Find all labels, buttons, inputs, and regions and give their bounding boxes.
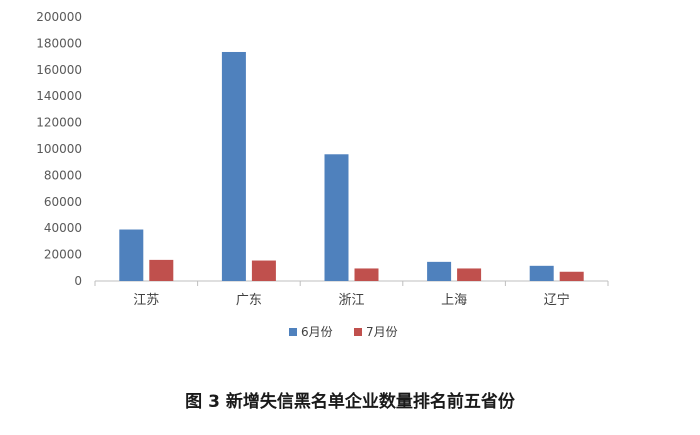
- legend-swatch: [354, 328, 362, 336]
- legend-label: 6月份: [301, 325, 333, 339]
- x-tick-label: 辽宁: [544, 292, 570, 308]
- y-tick-label: 40000: [44, 221, 82, 235]
- y-tick-label: 0: [74, 274, 82, 288]
- bar-2: [354, 268, 379, 281]
- bar-1: [119, 229, 144, 281]
- legend-label: 7月份: [366, 325, 398, 339]
- y-tick-label: 60000: [44, 195, 82, 209]
- bar-2: [149, 259, 174, 281]
- x-tick-label: 江苏: [133, 292, 159, 308]
- bar-1: [427, 261, 452, 281]
- bar-2: [457, 268, 482, 281]
- bar-1: [529, 265, 554, 281]
- x-tick-label: 浙江: [338, 293, 364, 308]
- x-tick-label: 上海: [441, 293, 467, 308]
- y-tick-label: 180000: [36, 36, 82, 50]
- y-tick-label: 140000: [36, 89, 82, 103]
- y-tick-label: 200000: [36, 10, 82, 24]
- bar-1: [221, 51, 246, 282]
- chart-caption: 图 3 新增失信黑名单企业数量排名前五省份: [185, 392, 515, 412]
- y-tick-label: 80000: [44, 168, 82, 182]
- y-tick-label: 20000: [44, 248, 82, 262]
- bar-1: [324, 154, 349, 281]
- y-tick-label: 100000: [36, 142, 82, 156]
- x-tick-label: 广东: [236, 293, 262, 308]
- legend-swatch: [289, 328, 297, 336]
- y-tick-label: 120000: [36, 116, 82, 130]
- bar-2: [251, 260, 276, 281]
- bar-2: [559, 271, 584, 281]
- y-tick-label: 160000: [36, 63, 82, 77]
